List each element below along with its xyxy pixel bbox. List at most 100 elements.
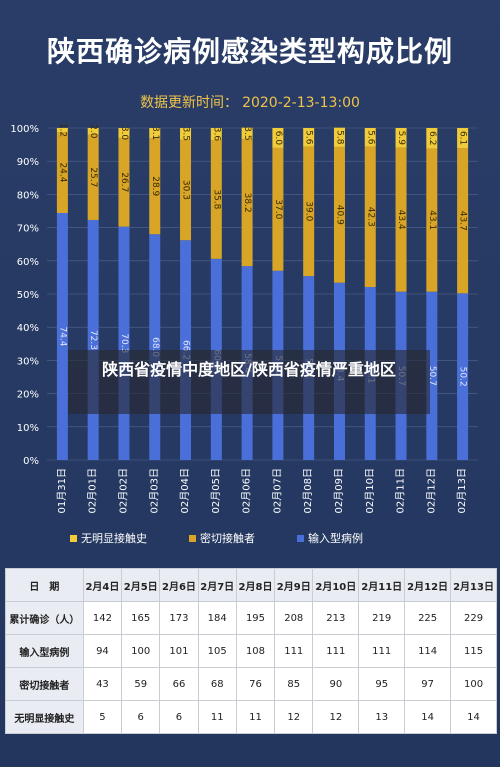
data-label: 2.0 [88, 124, 98, 139]
legend-item: 密切接触者 [189, 530, 255, 546]
bar-segment [395, 128, 407, 148]
table-cell: 184 [197, 601, 237, 635]
table-cell: 6 [159, 700, 199, 734]
table-cell: 11 [197, 700, 237, 734]
x-tick-label: 02月11日 [395, 468, 407, 513]
data-label: 38.2 [242, 193, 252, 213]
table-column-header: 2月7日 [197, 568, 237, 602]
y-tick-label: 100% [10, 124, 39, 135]
data-label: 68.0 [150, 337, 160, 357]
x-tick-label: 02月05日 [210, 468, 222, 513]
bar-segment [149, 128, 161, 139]
bar-segment [426, 148, 438, 292]
legend-label: 输入型病例 [308, 532, 363, 545]
data-label: 72.3 [88, 330, 98, 350]
table-cell: 94 [82, 634, 123, 668]
bar-segment [87, 134, 99, 220]
table-cell: 108 [235, 634, 276, 668]
table-column-header: 2月10日 [312, 568, 360, 602]
y-tick-label: 90% [17, 157, 39, 168]
table-header-date: 日 期 [5, 568, 84, 602]
y-tick-label: 10% [17, 423, 39, 434]
stacked-bar-chart: 0% 10% 20% 30% 40% 50% 60% 70% 80% 90% 100% 74.4 24.… [10, 123, 478, 513]
table-row: 输入型病例 94 100 101 105 108 111 111 111 114 115 [5, 634, 497, 668]
y-tick-label: 50% [17, 290, 39, 301]
x-tick-label: 02月07日 [271, 468, 283, 513]
bar-segment [457, 128, 469, 149]
update-time-value: 2020-2-13-13:00 [242, 95, 360, 111]
bar-segment [457, 148, 469, 294]
x-tick-label: 02月03日 [148, 468, 160, 513]
data-label: 50.7 [427, 366, 437, 386]
bar-segment [241, 139, 253, 267]
bar-segment [457, 293, 469, 460]
data-label: 70.3 [119, 333, 129, 353]
table-cell: 195 [235, 601, 276, 635]
data-label: 6.0 [273, 131, 283, 146]
bar-segment [149, 234, 161, 460]
x-tick-label: 02月12日 [425, 468, 437, 513]
legend-item: 无明显接触史 [70, 530, 147, 546]
bar-segment [180, 128, 192, 140]
bar-segment [118, 137, 130, 227]
bar-segment [87, 128, 99, 135]
legend-swatch [189, 534, 196, 542]
table-cell: 219 [358, 601, 406, 635]
data-label: 3.5 [181, 127, 191, 141]
y-tick-label: 30% [17, 356, 39, 367]
table-cell: 115 [450, 634, 497, 668]
data-label: 1.2 [57, 123, 67, 137]
table-cell: 105 [197, 634, 237, 668]
bar-segment [364, 146, 376, 288]
data-label: 37.0 [273, 199, 283, 219]
table-cell: 173 [159, 601, 199, 635]
x-tick-label: 02月09日 [333, 468, 345, 513]
page-title: 陕西确诊病例感染类型构成比例 [46, 35, 453, 68]
data-label: 30.3 [181, 180, 191, 200]
bar-segment [426, 291, 438, 460]
table-cell: 229 [450, 601, 497, 635]
data-label: 43.1 [427, 210, 437, 230]
table-cell: 111 [312, 634, 360, 668]
data-label: 24.4 [57, 162, 67, 182]
table-cell: 14 [450, 700, 497, 734]
data-label: 74.4 [57, 326, 67, 346]
data-label: 26.7 [119, 172, 129, 192]
bar-segment [303, 146, 315, 277]
legend-item: 输入型病例 [297, 530, 363, 546]
table-cell: 111 [274, 634, 314, 668]
x-tick-label: 02月10日 [364, 468, 376, 513]
table-row-label: 输入型病例 [5, 634, 84, 668]
y-tick-label: 40% [17, 323, 39, 334]
bar-segment [333, 146, 345, 283]
table-cell: 208 [274, 601, 314, 635]
bar-segment [56, 212, 68, 460]
y-tick-label: 20% [17, 390, 39, 401]
data-label: 25.7 [88, 167, 98, 187]
table-cell: 142 [82, 601, 123, 635]
table-cell: 59 [121, 667, 161, 701]
bar-segment [149, 138, 161, 235]
table-column-header: 2月6日 [159, 568, 199, 602]
data-label: 42.3 [365, 207, 375, 227]
table-cell: 90 [312, 667, 360, 701]
data-label: 3.6 [211, 127, 221, 142]
data-label: 3.0 [119, 126, 129, 141]
table-column-header: 2月12日 [404, 568, 452, 602]
x-tick-label: 02月04日 [179, 468, 191, 513]
table-cell: 100 [121, 634, 161, 668]
table-column-header: 2月11日 [358, 568, 406, 602]
x-tick-label: 02月01日 [87, 468, 99, 513]
bar-segment [56, 131, 68, 213]
x-tick-label: 02月02日 [117, 468, 129, 513]
bar-segment [118, 226, 130, 460]
data-label: 3.1 [150, 126, 160, 140]
table-column-header: 2月8日 [235, 568, 276, 602]
table-column-header: 2月4日 [82, 568, 123, 602]
table-cell: 68 [197, 667, 237, 701]
table-cell: 66 [159, 667, 199, 701]
data-label: 40.9 [334, 205, 344, 225]
table-cell: 165 [121, 601, 161, 635]
y-tick-label: 80% [17, 190, 39, 201]
